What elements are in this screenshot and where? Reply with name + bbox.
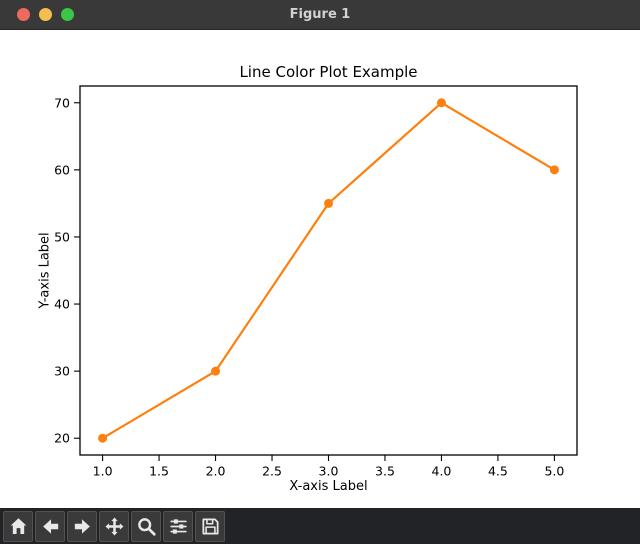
forward-button[interactable] — [67, 510, 97, 542]
minimize-button[interactable] — [39, 8, 52, 21]
zoom-window-button[interactable] — [61, 8, 74, 21]
y-tick-label: 30 — [54, 364, 70, 379]
home-icon — [10, 517, 26, 534]
axes-box — [79, 85, 578, 456]
close-button[interactable] — [17, 8, 30, 21]
line-chart: 1.0 1.5 2.0 2.5 3.0 3.5 4.0 4.5 5.0 20 30 40 50 60 70 L… — [38, 63, 578, 494]
move-arrows-icon — [104, 516, 124, 536]
save-button[interactable] — [195, 510, 225, 542]
data-point-marker — [211, 366, 221, 376]
sliders-icon — [169, 518, 187, 534]
x-tick-label: 1.0 — [93, 464, 113, 479]
navigation-toolbar — [0, 508, 640, 544]
y-tick-label: 60 — [54, 162, 70, 177]
x-tick-label: 4.5 — [488, 464, 508, 479]
arrow-left-icon — [42, 518, 58, 534]
data-point-marker — [324, 198, 333, 208]
y-tick-label: 70 — [54, 95, 70, 110]
subplots-config-button[interactable] — [163, 510, 193, 542]
x-tick-label: 3.5 — [375, 464, 395, 479]
y-tick-label: 50 — [54, 229, 70, 244]
y-axis-label: Y-axis Label — [38, 232, 53, 309]
figure-canvas[interactable]: 1.0 1.5 2.0 2.5 3.0 3.5 4.0 4.5 5.0 20 30 40 50 60 70 L… — [0, 30, 640, 508]
line-series — [101, 101, 556, 440]
title-bar[interactable]: Figure 1 — [0, 0, 640, 30]
home-button[interactable] — [3, 510, 33, 542]
floppy-disk-icon — [201, 517, 219, 535]
x-tick-label: 1.5 — [149, 464, 169, 479]
data-point-marker — [436, 98, 446, 108]
x-tick-label: 5.0 — [544, 464, 564, 479]
data-point-marker — [549, 165, 559, 175]
x-tick-label: 2.0 — [206, 464, 226, 479]
x-axis-label: X-axis Label — [289, 479, 367, 494]
zoom-rect-button[interactable] — [131, 510, 161, 542]
chart-title: Line Color Plot Example — [239, 63, 417, 81]
y-tick-label: 20 — [54, 431, 70, 446]
arrow-right-icon — [74, 518, 90, 534]
back-button[interactable] — [35, 510, 65, 542]
traffic-lights — [0, 8, 74, 21]
magnifier-icon — [137, 517, 156, 536]
data-point-marker — [98, 433, 108, 443]
x-tick-label: 3.0 — [319, 464, 339, 479]
x-tick-label: 2.5 — [262, 464, 282, 479]
y-tick-label: 40 — [54, 297, 70, 312]
pan-button[interactable] — [99, 510, 129, 542]
window-title: Figure 1 — [289, 7, 351, 22]
x-tick-label: 4.0 — [432, 464, 452, 479]
